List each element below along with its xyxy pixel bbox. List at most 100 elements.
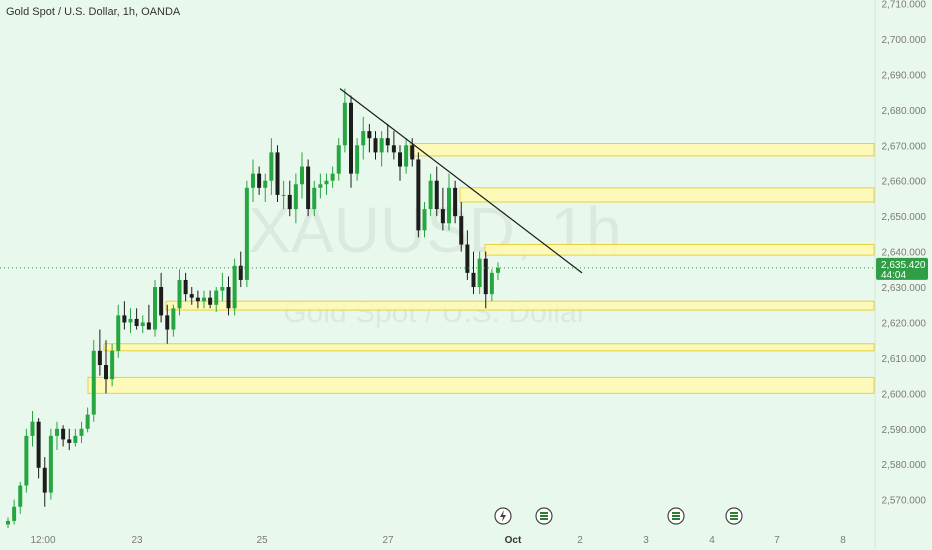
- candle-body: [496, 267, 500, 273]
- candle-body: [177, 279, 182, 309]
- candlestick-series: [6, 88, 500, 528]
- price-zone[interactable]: [459, 187, 875, 203]
- candle-body: [97, 350, 102, 365]
- trendline[interactable]: [339, 88, 583, 274]
- price-tag-countdown: 44:04: [881, 270, 906, 281]
- price-zone[interactable]: [165, 300, 875, 311]
- candle-body: [428, 180, 433, 210]
- trendline-layer[interactable]: [0, 88, 874, 274]
- lightning-icon[interactable]: [494, 507, 512, 525]
- price-tick-label: 2,590.000: [882, 425, 927, 436]
- price-zone[interactable]: [484, 244, 875, 256]
- candle-body: [195, 297, 200, 302]
- candle-body: [208, 297, 213, 305]
- candle-body: [471, 272, 476, 288]
- candle-body: [349, 102, 353, 174]
- candle-body: [85, 414, 90, 429]
- candle-body: [489, 272, 494, 295]
- candle-body: [48, 435, 53, 493]
- candle-body: [477, 258, 482, 288]
- candle-body: [159, 287, 164, 316]
- candle-body: [6, 520, 10, 525]
- time-tick-label: Oct: [505, 535, 522, 546]
- candle-body: [79, 428, 84, 436]
- price-axis[interactable]: 2,570.000 2,580.000 2,590.000 2,600.000 2,61…: [874, 0, 927, 550]
- price-tick-label: 2,600.000: [882, 389, 927, 400]
- price-zone[interactable]: [87, 376, 875, 394]
- event-markers[interactable]: [494, 507, 743, 525]
- time-tick-label: 3: [643, 535, 649, 546]
- candle-body: [73, 435, 78, 443]
- candle-body: [330, 173, 335, 181]
- candle-body: [404, 145, 409, 167]
- candle-body: [459, 216, 464, 245]
- candle-body: [153, 287, 157, 330]
- candle-body: [134, 318, 139, 327]
- economic-event-icon[interactable]: [535, 507, 553, 525]
- price-tick-label: 2,670.000: [882, 141, 927, 152]
- candle-body: [361, 131, 366, 146]
- candle-body: [440, 209, 445, 224]
- candle-body: [18, 485, 23, 507]
- candle-body: [355, 145, 360, 174]
- candle-body: [214, 290, 219, 305]
- candle-body: [483, 258, 488, 295]
- price-tick-label: 2,610.000: [882, 354, 927, 365]
- candle-body: [67, 439, 72, 443]
- time-axis[interactable]: 12:00 23 25 27 Oct 2 3 4 7 8: [30, 535, 846, 546]
- candle-body: [398, 152, 402, 167]
- candle-body: [104, 364, 108, 380]
- candle-body: [122, 315, 127, 323]
- candle-body: [269, 152, 274, 181]
- economic-event-icon[interactable]: [725, 507, 743, 525]
- candle-body: [36, 421, 41, 468]
- candle-body: [373, 138, 378, 153]
- candle-body: [146, 322, 151, 330]
- candle-body: [287, 194, 292, 210]
- price-tick-label: 2,640.000: [882, 248, 927, 259]
- candle-body: [447, 187, 451, 224]
- candle-body: [379, 138, 384, 153]
- price-zone[interactable]: [103, 343, 875, 352]
- candle-body: [336, 145, 341, 174]
- time-tick-label: 2: [577, 535, 583, 546]
- candle-body: [465, 244, 470, 273]
- candle-body: [367, 131, 372, 139]
- price-tick-label: 2,570.000: [882, 496, 927, 507]
- time-tick-label: 12:00: [30, 535, 55, 546]
- candle-body: [24, 435, 29, 486]
- candle-body: [238, 265, 243, 280]
- candle-body: [281, 194, 286, 196]
- candle-body: [300, 166, 304, 185]
- candle-body: [226, 287, 231, 309]
- candle-body: [453, 187, 458, 217]
- symbol-title[interactable]: Gold Spot / U.S. Dollar, 1h, OANDA: [6, 6, 181, 18]
- price-tick-label: 2,680.000: [882, 106, 927, 117]
- candle-body: [410, 145, 415, 160]
- candle-body: [324, 180, 329, 185]
- candle-body: [30, 421, 35, 436]
- candle-body: [189, 294, 194, 298]
- candle-body: [318, 184, 323, 188]
- candle-body: [110, 350, 115, 380]
- economic-event-icon[interactable]: [667, 507, 685, 525]
- price-zone[interactable]: [409, 143, 875, 157]
- candle-body: [257, 173, 262, 188]
- price-tick-label: 2,620.000: [882, 318, 927, 329]
- candle-body: [140, 322, 145, 327]
- candle-body: [61, 428, 66, 440]
- candle-body: [263, 180, 268, 188]
- candle-body: [128, 318, 133, 323]
- time-tick-label: 27: [382, 535, 394, 546]
- price-tick-label: 2,660.000: [882, 177, 927, 188]
- time-tick-label: 8: [840, 535, 846, 546]
- candle-body: [12, 506, 17, 521]
- candle-body: [416, 159, 421, 231]
- candle-body: [202, 297, 206, 302]
- price-tick-label: 2,580.000: [882, 460, 927, 471]
- price-tick-label: 2,650.000: [882, 212, 927, 223]
- candle-body: [391, 145, 396, 153]
- candle-body: [251, 173, 255, 188]
